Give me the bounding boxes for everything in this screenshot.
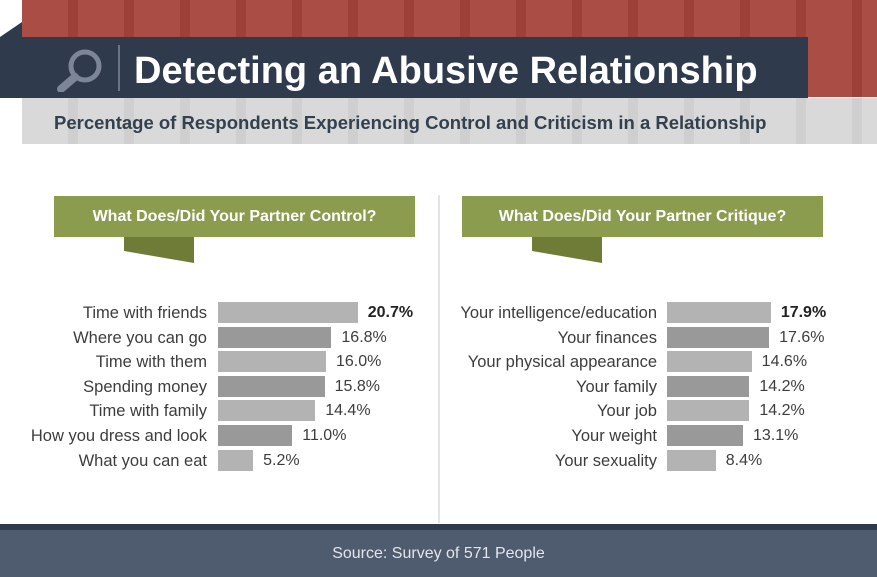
critique-category-label: Your weight	[571, 427, 657, 445]
control-chart-title: What Does/Did Your Partner Control?	[54, 196, 415, 237]
control-bar	[218, 375, 325, 397]
control-value-label: 11.0%	[302, 427, 347, 444]
magnifying-glass-icon	[57, 49, 102, 92]
critique-chart-header-tab	[532, 237, 602, 263]
critique-bar	[667, 425, 743, 446]
critique-bar	[667, 326, 770, 348]
critique-value-label: 17.6%	[779, 328, 825, 346]
footer-band	[0, 524, 877, 577]
control-bar	[218, 351, 326, 373]
critique-category-label: Your family	[575, 377, 657, 396]
critique-category-label: Your job	[597, 402, 657, 421]
critique-category-label: Your finances	[557, 328, 657, 347]
title-band-notch	[0, 22, 22, 37]
critique-bar	[667, 375, 750, 397]
subtitle-band	[22, 98, 877, 144]
control-value-label: 20.7%	[367, 304, 414, 321]
critique-value-label: 14.2%	[759, 402, 805, 420]
critique-chart-title: What Does/Did Your Partner Critique?	[462, 196, 823, 237]
page-title: Detecting an Abusive Relationship	[134, 50, 758, 92]
control-category-label: Time with family	[89, 402, 207, 421]
panel-divider	[438, 195, 440, 523]
source-note: Source: Survey of 571 People	[332, 545, 545, 562]
critique-value-label: 13.1%	[752, 427, 799, 444]
critique-bar	[667, 351, 752, 373]
page-subtitle: Percentage of Respondents Experiencing C…	[54, 112, 767, 133]
critique-bar	[667, 449, 716, 471]
critique-category-label: Your sexuality	[554, 451, 657, 470]
control-value-label: 5.2%	[263, 451, 300, 469]
control-category-label: What you can eat	[78, 451, 207, 470]
control-chart-header-tab	[124, 237, 194, 263]
control-bar	[218, 302, 358, 323]
control-bar	[218, 425, 293, 446]
control-value-label: 14.4%	[325, 402, 371, 420]
control-bar	[218, 326, 332, 348]
critique-bar	[667, 302, 771, 323]
critique-value-label: 8.4%	[725, 451, 763, 469]
control-value-label: 15.8%	[334, 377, 381, 395]
critique-value-label: 14.6%	[761, 353, 808, 371]
critique-value-label: 17.9%	[780, 304, 827, 321]
control-value-label: 16.8%	[341, 328, 387, 346]
critique-category-label: Your intelligence/education	[460, 304, 657, 322]
control-category-label: Time with friends	[82, 304, 207, 322]
critique-value-label: 14.2%	[759, 377, 805, 395]
control-category-label: Where you can go	[73, 328, 207, 347]
control-bar	[218, 400, 316, 422]
control-bar	[218, 449, 254, 471]
title-band	[0, 37, 808, 98]
control-category-label: Spending money	[83, 377, 207, 396]
control-category-label: How you dress and look	[30, 427, 207, 445]
critique-category-label: Your physical appearance	[467, 353, 657, 372]
title-divider	[118, 45, 120, 91]
control-value-label: 16.0%	[336, 353, 382, 371]
control-category-label: Time with them	[95, 353, 207, 372]
critique-bar	[667, 400, 750, 422]
